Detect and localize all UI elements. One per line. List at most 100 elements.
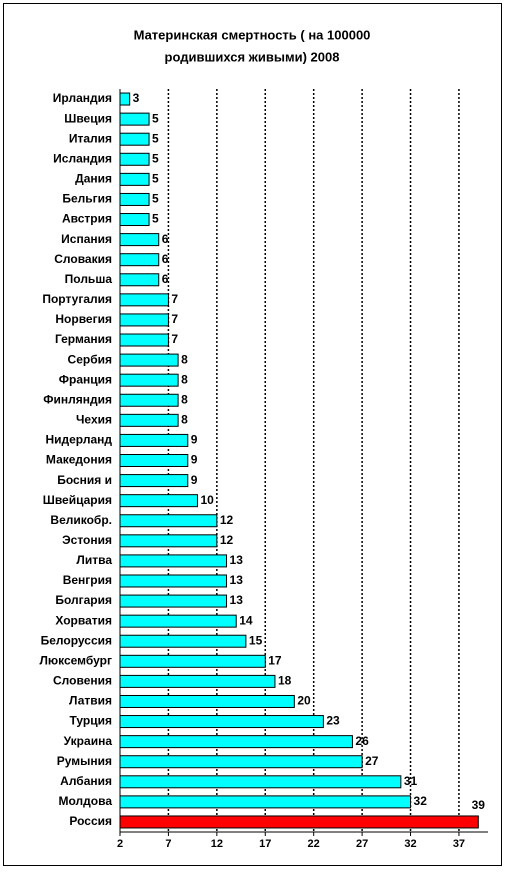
bar	[119, 293, 169, 307]
y-tick-label: Хорватия	[55, 613, 112, 627]
y-tick-label: Швеция	[64, 111, 112, 125]
value-label: 5	[152, 131, 159, 145]
bar	[119, 694, 295, 708]
bar	[119, 474, 189, 488]
bar	[119, 373, 179, 387]
y-tick-label: Дания	[75, 172, 112, 186]
bar	[119, 735, 353, 749]
y-tick-label: Франция	[59, 372, 112, 386]
value-label: 6	[162, 232, 169, 246]
bar	[119, 654, 266, 668]
value-label: 20	[297, 694, 311, 708]
y-tick-label: Чехия	[76, 413, 112, 427]
value-label: 13	[230, 573, 244, 587]
y-tick-label: Латвия	[69, 694, 112, 708]
y-tick-label: Белоруссия	[41, 633, 112, 647]
x-tick-label: 37	[453, 838, 465, 850]
bar	[119, 514, 218, 528]
y-tick-label: Италия	[69, 131, 112, 145]
value-label: 6	[162, 272, 169, 286]
bar	[119, 574, 228, 588]
y-tick-label: Болгария	[55, 593, 112, 607]
value-label: 5	[152, 192, 159, 206]
bar	[119, 92, 131, 106]
bar	[119, 192, 150, 206]
value-label: 31	[404, 774, 418, 788]
value-label: 39	[472, 798, 486, 812]
bar	[119, 233, 160, 247]
y-tick-label: Молдова	[59, 794, 113, 808]
chart-title: Материнская смертность ( на 100000	[134, 27, 371, 42]
y-tick-label: Ирландия	[53, 91, 112, 105]
value-label: 8	[181, 392, 188, 406]
y-tick-label: Швейцария	[43, 493, 112, 507]
value-label: 23	[326, 714, 340, 728]
y-tick-label: Украина	[64, 734, 113, 748]
bar	[119, 413, 179, 427]
x-tick-label: 22	[308, 838, 320, 850]
y-tick-label: Австрия	[62, 212, 112, 226]
bar	[119, 333, 169, 347]
value-label: 26	[355, 734, 369, 748]
x-tick-label: 32	[404, 838, 416, 850]
y-tick-label: Сербия	[68, 352, 112, 366]
y-tick-label: Словения	[53, 674, 112, 688]
bar	[119, 273, 160, 287]
y-tick-label: Венгрия	[63, 573, 112, 587]
bar	[119, 433, 189, 447]
bar	[119, 132, 150, 146]
bar	[119, 614, 237, 628]
value-label: 18	[278, 674, 292, 688]
y-tick-label: Бельгия	[62, 192, 112, 206]
bar	[119, 815, 479, 829]
bar	[119, 715, 324, 729]
bar	[119, 594, 228, 608]
y-tick-label: Германия	[55, 332, 112, 346]
bar	[119, 554, 228, 568]
chart-title: родившихся живыми) 2008	[165, 49, 340, 64]
bar	[119, 534, 218, 548]
y-tick-label: Босния и	[57, 473, 112, 487]
value-label: 7	[171, 312, 178, 326]
value-label: 17	[268, 653, 282, 667]
bar	[119, 172, 150, 186]
value-label: 27	[365, 754, 379, 768]
value-label: 10	[200, 493, 214, 507]
y-tick-label: Португалия	[42, 292, 112, 306]
bar	[119, 755, 363, 769]
x-tick-label: 2	[117, 838, 123, 850]
value-label: 5	[152, 172, 159, 186]
value-label: 12	[220, 513, 234, 527]
value-label: 6	[162, 252, 169, 266]
value-label: 9	[191, 453, 198, 467]
value-label: 8	[181, 413, 188, 427]
y-tick-label: Словакия	[54, 252, 112, 266]
y-tick-label: Исландия	[53, 151, 112, 165]
value-label: 3	[133, 91, 140, 105]
y-tick-label: Польша	[65, 272, 113, 286]
bar	[119, 112, 150, 126]
y-tick-label: Испания	[61, 232, 112, 246]
value-label: 32	[414, 794, 428, 808]
value-label: 5	[152, 111, 159, 125]
bar	[119, 353, 179, 367]
y-tick-label: Норвегия	[55, 312, 112, 326]
bar	[119, 634, 247, 648]
y-tick-label: Люксембург	[39, 653, 112, 667]
y-tick-label: Албания	[60, 774, 112, 788]
bar	[119, 393, 179, 407]
value-label: 12	[220, 533, 234, 547]
bar	[119, 454, 189, 467]
x-tick-label: 27	[356, 838, 368, 850]
bar	[119, 152, 150, 166]
value-label: 13	[230, 553, 244, 567]
bar	[119, 775, 402, 789]
x-tick-label: 17	[259, 838, 271, 850]
bar	[119, 494, 198, 508]
bar	[119, 674, 276, 688]
y-tick-label: Македония	[46, 453, 112, 467]
y-tick-label: Великобр.	[50, 513, 112, 527]
value-label: 7	[171, 332, 178, 346]
value-label: 15	[249, 633, 263, 647]
